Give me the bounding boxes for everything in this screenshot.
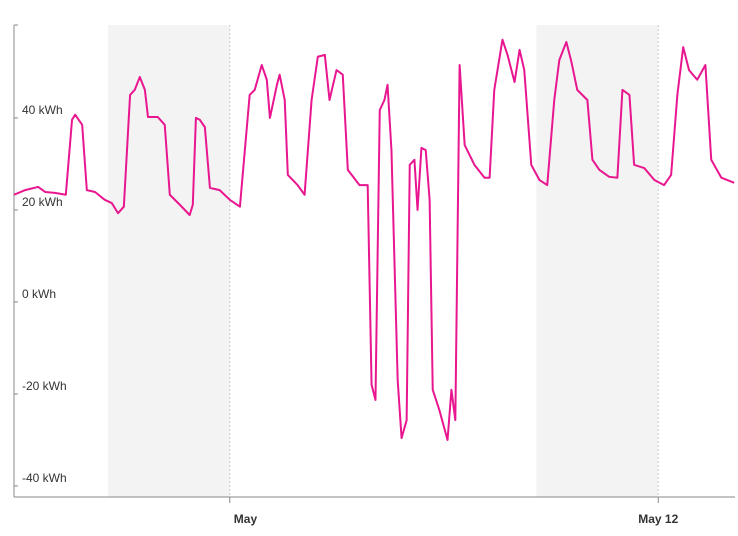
y-tick-label: 40 kWh (22, 103, 63, 117)
y-tick-label: -40 kWh (22, 471, 67, 485)
x-tick-label: May (234, 512, 258, 526)
shaded-band (536, 25, 659, 497)
shaded-band (107, 25, 230, 497)
data-line (13, 38, 735, 441)
y-tick-label: 0 kWh (22, 287, 56, 301)
y-tick-label: 20 kWh (22, 195, 63, 209)
x-tick-label: May 12 (638, 512, 678, 526)
y-tick-label: -20 kWh (22, 379, 67, 393)
